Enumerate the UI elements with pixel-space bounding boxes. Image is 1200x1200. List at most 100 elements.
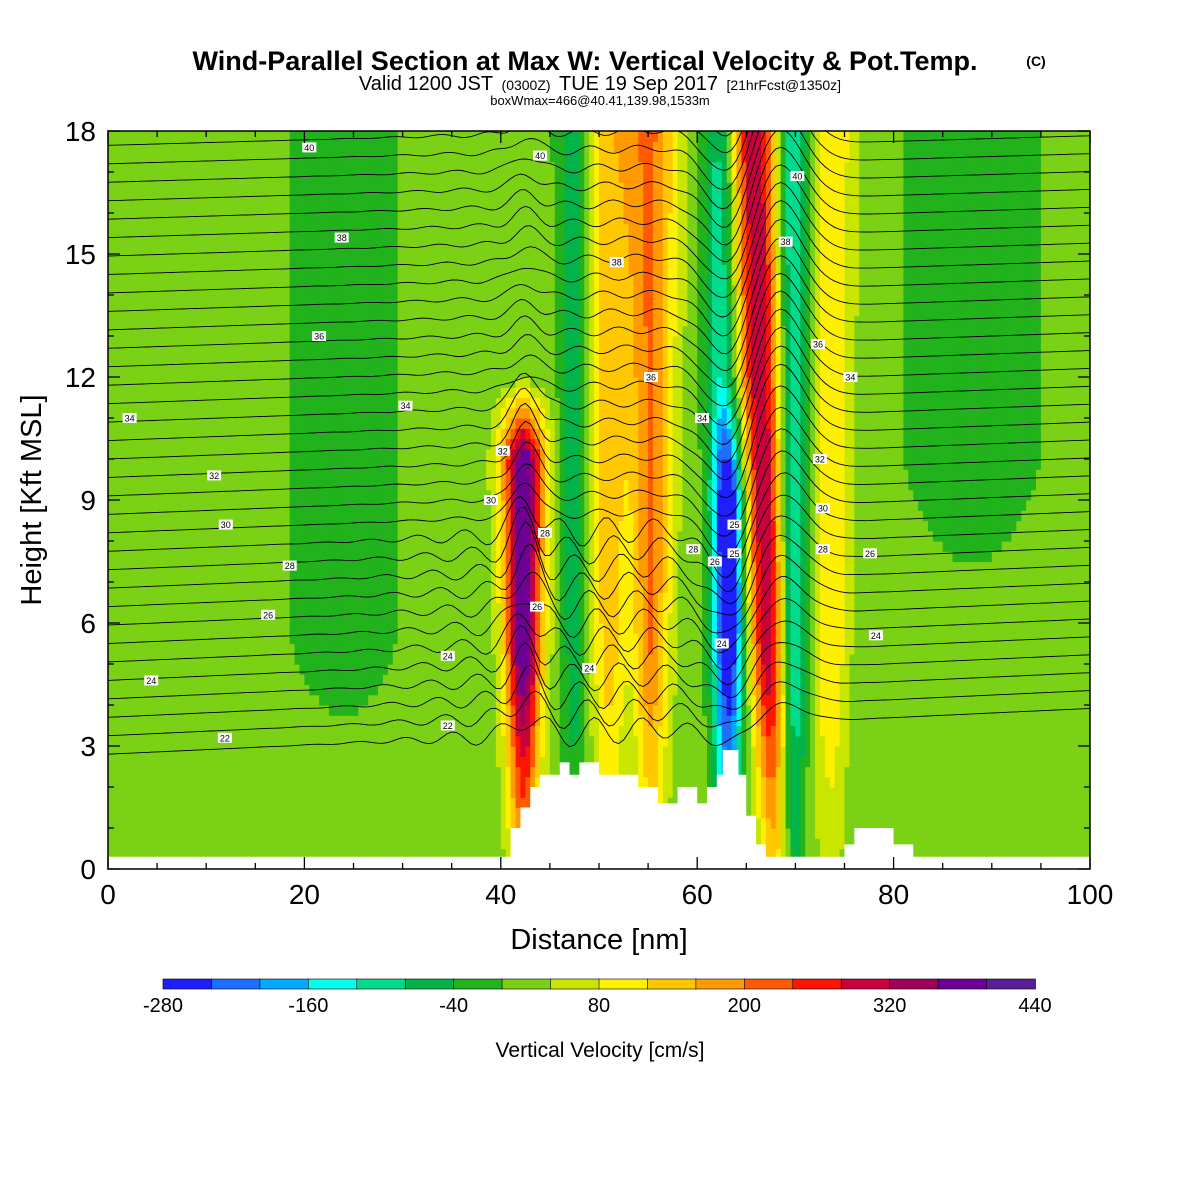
w-field-cell bbox=[181, 356, 188, 368]
w-field-cell bbox=[274, 213, 281, 224]
w-field-cell bbox=[132, 838, 139, 850]
w-field-cell bbox=[171, 346, 178, 358]
w-field-cell bbox=[412, 346, 418, 358]
w-field-cell bbox=[436, 725, 443, 737]
w-field-cell bbox=[378, 582, 384, 593]
w-field-cell bbox=[338, 131, 345, 142]
w-field-cell bbox=[147, 797, 153, 809]
w-field-cell bbox=[368, 418, 374, 429]
w-field-cell bbox=[112, 407, 119, 419]
w-field-cell bbox=[152, 602, 158, 614]
w-field-cell bbox=[112, 561, 119, 573]
w-field-cell bbox=[427, 664, 433, 675]
w-field-cell bbox=[358, 756, 364, 768]
w-field-cell bbox=[117, 284, 124, 296]
w-field-cell bbox=[225, 551, 232, 563]
w-field-cell bbox=[427, 684, 433, 696]
w-field-cell bbox=[255, 653, 261, 665]
w-field-cell bbox=[348, 428, 355, 440]
w-field-cell bbox=[270, 284, 276, 296]
w-field-cell bbox=[225, 295, 232, 306]
w-field-cell bbox=[402, 602, 409, 614]
w-field-cell bbox=[186, 530, 193, 542]
w-field-cell bbox=[299, 520, 305, 532]
w-field-cell bbox=[260, 715, 266, 727]
w-field-cell bbox=[353, 592, 360, 604]
w-field-cell bbox=[196, 541, 202, 552]
w-field-cell bbox=[270, 684, 276, 696]
w-field-cell bbox=[328, 202, 335, 214]
w-field-cell bbox=[225, 838, 232, 850]
w-field-cell bbox=[162, 817, 168, 829]
w-field-cell bbox=[309, 213, 315, 224]
w-field-cell bbox=[230, 756, 237, 768]
w-field-cell bbox=[132, 192, 139, 204]
w-field-cell bbox=[142, 817, 148, 829]
w-field-cell bbox=[397, 797, 404, 809]
w-field-cell bbox=[324, 489, 330, 501]
w-field-cell bbox=[162, 643, 168, 655]
w-field-cell bbox=[343, 356, 350, 368]
w-field-cell bbox=[162, 848, 168, 860]
w-field-cell bbox=[260, 397, 266, 409]
w-field-cell bbox=[157, 520, 163, 532]
w-field-cell bbox=[279, 715, 286, 727]
w-field-cell bbox=[250, 643, 256, 655]
w-field-cell bbox=[112, 612, 119, 624]
w-field-cell bbox=[220, 469, 227, 481]
w-field-cell bbox=[392, 582, 399, 593]
w-field-cell bbox=[373, 838, 379, 850]
w-field-cell bbox=[270, 387, 276, 399]
w-field-cell bbox=[122, 787, 129, 798]
w-field-cell bbox=[422, 151, 428, 163]
w-field-cell bbox=[186, 387, 193, 399]
w-field-cell bbox=[432, 254, 438, 265]
w-field-cell bbox=[132, 643, 139, 655]
w-field-cell bbox=[412, 776, 418, 788]
w-field-cell bbox=[147, 264, 153, 276]
w-field-cell bbox=[176, 776, 183, 788]
w-field-cell bbox=[201, 377, 207, 388]
w-field-cell bbox=[240, 766, 247, 778]
w-field-cell bbox=[309, 510, 315, 522]
w-field-cell bbox=[299, 571, 305, 583]
w-field-cell bbox=[279, 346, 286, 358]
w-field-cell bbox=[314, 213, 320, 224]
w-field-cell bbox=[230, 469, 237, 481]
w-field-cell bbox=[284, 213, 291, 224]
w-field-cell bbox=[427, 592, 433, 604]
w-field-cell bbox=[142, 561, 148, 573]
w-field-cell bbox=[117, 551, 124, 563]
w-field-cell bbox=[255, 295, 261, 306]
w-field-cell bbox=[230, 305, 237, 317]
w-field-cell bbox=[407, 377, 414, 388]
w-field-cell bbox=[201, 756, 207, 768]
w-field-cell bbox=[265, 623, 271, 634]
w-field-cell bbox=[402, 151, 409, 163]
w-field-cell bbox=[324, 161, 330, 173]
w-field-cell bbox=[432, 202, 438, 214]
w-field-cell bbox=[304, 469, 310, 481]
w-field-cell bbox=[186, 223, 193, 235]
w-field-cell bbox=[358, 428, 364, 440]
w-field-cell bbox=[333, 684, 340, 696]
w-field-cell bbox=[132, 623, 139, 634]
w-field-cell bbox=[314, 295, 320, 306]
w-field-cell bbox=[191, 366, 197, 378]
w-field-cell bbox=[112, 766, 119, 778]
w-field-cell bbox=[363, 838, 369, 850]
w-field-cell bbox=[171, 571, 178, 583]
w-field-cell bbox=[314, 725, 320, 737]
w-field-cell bbox=[358, 561, 364, 573]
w-field-cell bbox=[270, 489, 276, 501]
w-field-cell bbox=[314, 479, 320, 491]
w-field-cell bbox=[255, 582, 261, 593]
w-field-cell bbox=[436, 131, 443, 142]
w-field-cell bbox=[225, 336, 232, 347]
w-field-cell bbox=[363, 233, 369, 245]
w-field-cell bbox=[373, 643, 379, 655]
w-field-cell bbox=[392, 735, 399, 747]
w-field-cell bbox=[353, 141, 360, 153]
w-field-cell bbox=[255, 172, 261, 183]
w-field-cell bbox=[436, 254, 443, 265]
